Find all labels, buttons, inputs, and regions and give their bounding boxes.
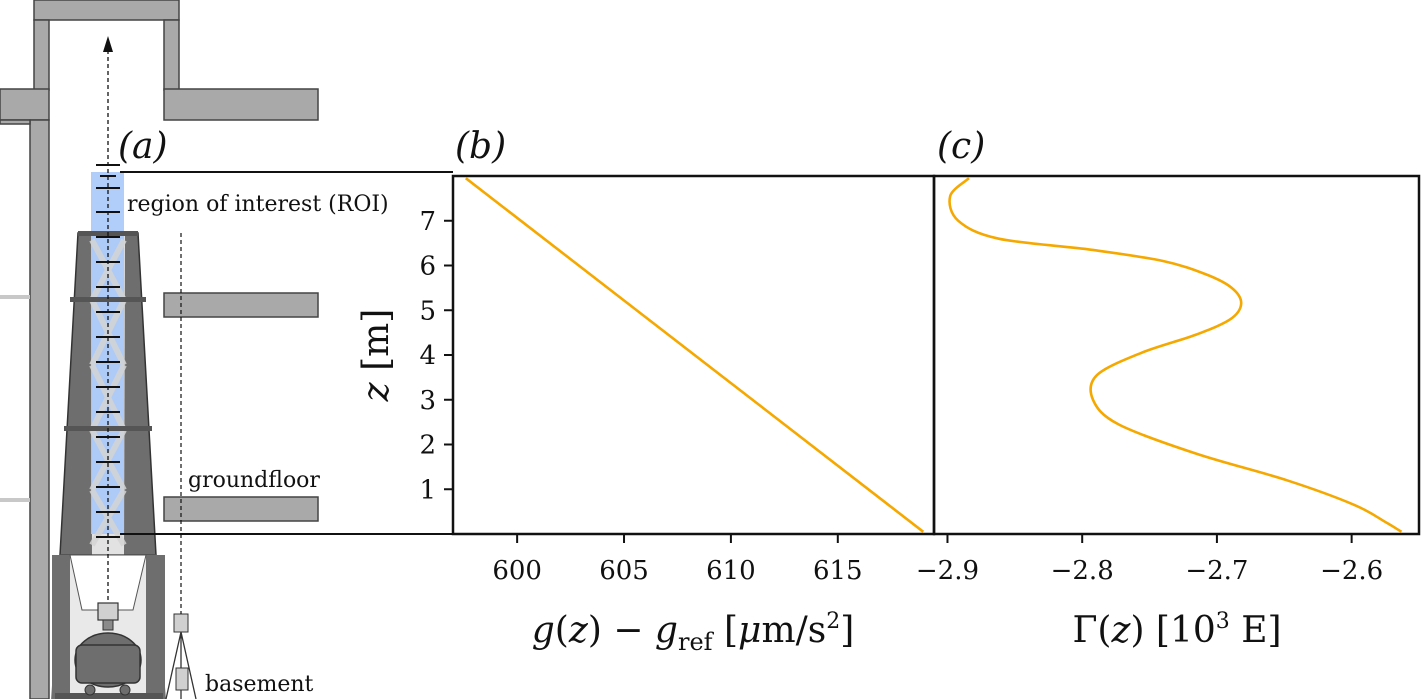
plot-area-c <box>932 174 1421 536</box>
panel-label-c: (c) <box>937 126 985 167</box>
x-tick-label-b: 610 <box>706 556 756 586</box>
panel-label-a: (a) <box>118 126 168 167</box>
x-tick-label-c: −2.9 <box>916 556 979 586</box>
y-tick-label-b: 3 <box>419 386 436 416</box>
tower-schematic: (a) region of interest (ROI) groundfloor… <box>0 0 453 699</box>
y-tick-label-b: 6 <box>419 252 436 282</box>
building-walls <box>0 0 319 699</box>
x-tick-label-c: −2.8 <box>1051 556 1114 586</box>
y-tick-label-b: 2 <box>419 431 436 461</box>
y-axis-label: z [m] <box>356 309 397 403</box>
arrow-up-icon <box>103 36 113 52</box>
panel-label-b: (b) <box>455 126 506 167</box>
reference-sensor <box>165 613 197 699</box>
y-tick-label-b: 7 <box>419 207 436 237</box>
x-axis-label-b: g(z) − gref [μm/s2] <box>532 609 854 656</box>
gravimeter <box>74 602 142 696</box>
y-tick-label-b: 5 <box>419 296 436 326</box>
x-tick-label-b: 605 <box>599 556 649 586</box>
x-tick-label-c: −2.7 <box>1185 556 1248 586</box>
x-tick-label-b: 615 <box>813 556 863 586</box>
series-line-b <box>465 177 925 533</box>
x-axis-label-c: Γ(z) [103 E] <box>1072 609 1281 651</box>
chart-panel-c: (c) −2.9 −2.8 −2.7 −2.6 Γ(z) [103 E] <box>916 126 1421 651</box>
y-tick-label-b: 4 <box>419 341 436 371</box>
measurement-ticks <box>96 164 120 538</box>
y-tick-label-b: 1 <box>419 475 436 505</box>
groundfloor-label: groundfloor <box>188 468 320 493</box>
basement-label: basement <box>205 672 314 697</box>
series-line-c <box>948 177 1403 533</box>
roi-label: region of interest (ROI) <box>127 192 389 217</box>
chart-panel-b: (b) 1 2 3 4 5 6 7 600 605 610 615 z [m] g(z) − gr… <box>356 126 936 656</box>
svg-text:z [m]: z [m] <box>356 309 397 403</box>
x-tick-label-b: 600 <box>492 556 542 586</box>
x-tick-label-c: −2.6 <box>1320 556 1383 586</box>
